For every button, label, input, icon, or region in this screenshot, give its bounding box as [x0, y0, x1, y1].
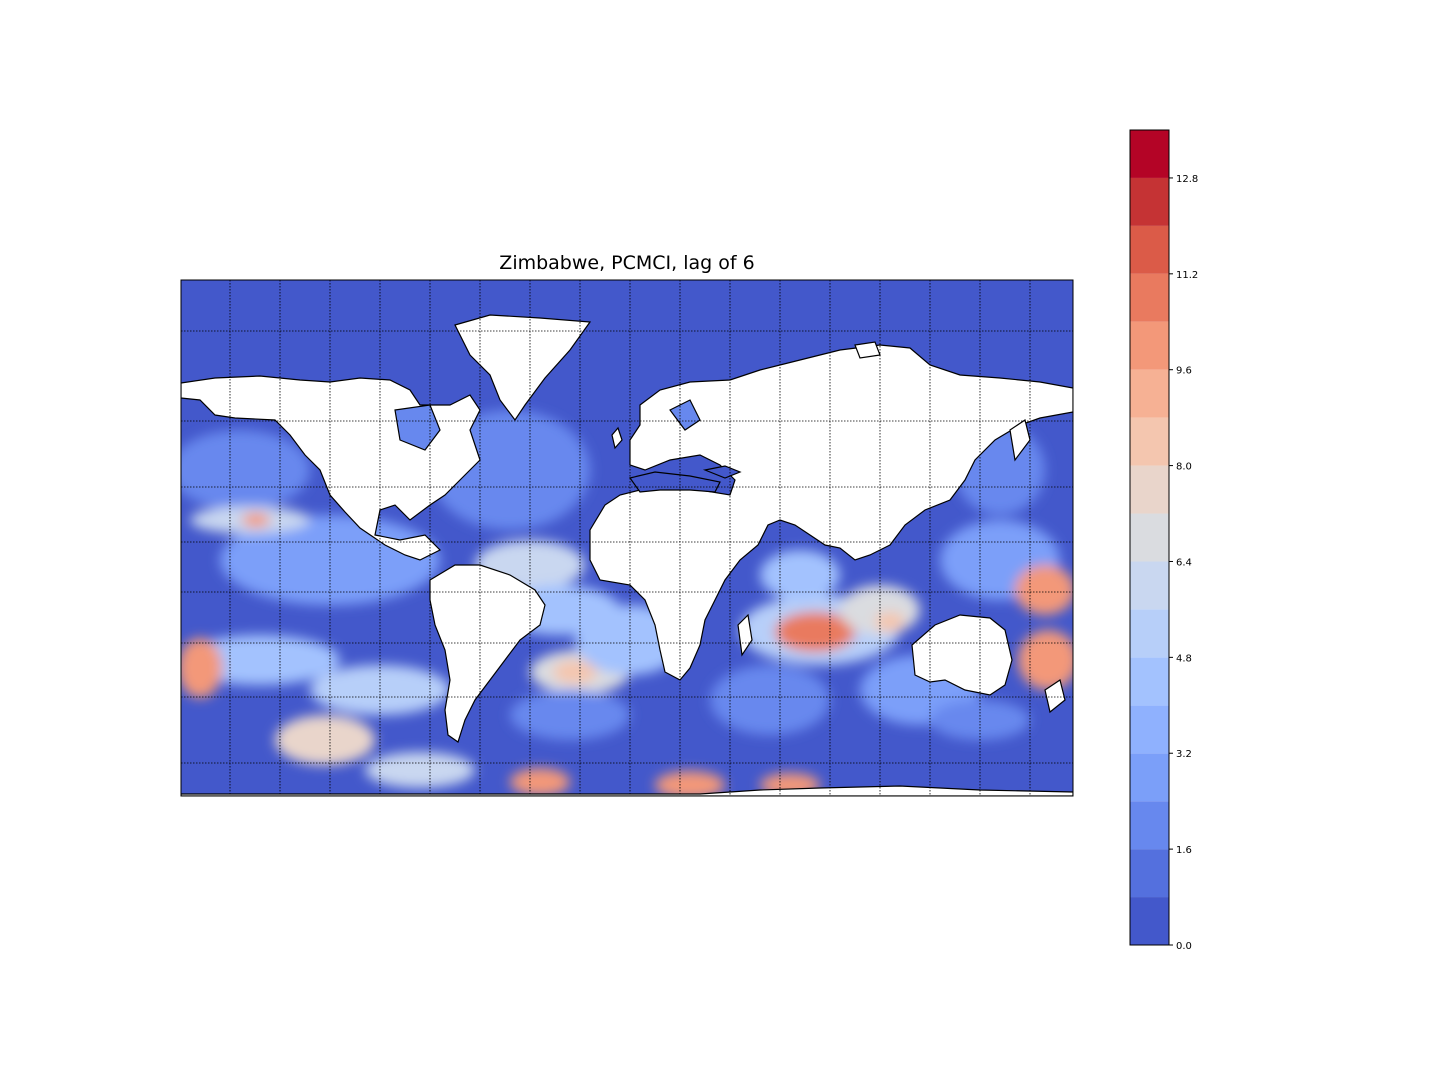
heat-region: [875, 612, 905, 632]
heat-region: [1018, 630, 1073, 690]
heatmap-field: [181, 410, 1073, 796]
heat-region: [930, 700, 1030, 740]
heat-region: [553, 660, 597, 684]
heat-region: [710, 665, 830, 735]
heat-region: [1015, 565, 1073, 615]
colorbar-segment: [1130, 753, 1169, 802]
colorbar-segment: [1130, 465, 1169, 514]
colorbar-segment: [1130, 321, 1169, 370]
heat-region: [181, 638, 222, 698]
heat-region: [275, 715, 375, 765]
caspian-black-sea: [702, 465, 742, 479]
colorbar-segment: [1130, 130, 1169, 178]
heat-region: [365, 752, 475, 788]
colorbar-segment: [1130, 849, 1169, 898]
colorbar-segment: [1130, 705, 1169, 754]
colorbar-tick-label: 12.8: [1176, 174, 1198, 185]
colorbar-tick-label: 8.0: [1176, 462, 1192, 473]
colorbar-segment: [1130, 177, 1169, 226]
madagascar: [737, 613, 753, 657]
heat-region: [655, 771, 725, 796]
new-zealand: [1044, 679, 1066, 714]
colorbar-segment: [1130, 225, 1169, 274]
greenland: [454, 314, 592, 422]
colorbar-segment: [1130, 801, 1169, 850]
colorbar-frame: [1129, 129, 1170, 946]
heat-region: [510, 690, 630, 740]
colorbar-segment: [1130, 273, 1169, 322]
colorbar-segment: [1130, 609, 1169, 658]
colorbar-segment: [1130, 897, 1169, 945]
colorbar-ticks: 0.0 1.6 3.2 4.8 6.4 8.0 9.6 11.2 12.8: [1169, 174, 1198, 952]
antarctica: [181, 785, 1073, 796]
south-america: [429, 564, 546, 743]
colorbar: [1130, 130, 1169, 945]
colorbar-tick-label: 11.2: [1176, 270, 1198, 281]
colorbar-segment: [1130, 657, 1169, 706]
heat-region: [242, 513, 270, 527]
map-meridians: [229, 280, 1031, 796]
heat-region: [310, 665, 450, 715]
hudson-bay: [394, 404, 441, 451]
svalbard: [854, 341, 881, 359]
heat-region: [775, 612, 855, 652]
colorbar-segment: [1130, 417, 1169, 466]
heat-region: [181, 430, 310, 510]
land-masses: [181, 314, 1073, 796]
colorbar-segment: [1130, 561, 1169, 610]
colorbar-segment: [1130, 369, 1169, 418]
britain: [611, 426, 623, 450]
colorbar-tick-label: 9.6: [1176, 366, 1192, 377]
scandinavia-sea: [669, 399, 701, 431]
heat-region: [510, 768, 570, 796]
heat-region: [760, 550, 840, 600]
map-frame: [180, 279, 1074, 797]
colorbar-tick-label: 0.0: [1176, 941, 1192, 952]
map-title: Zimbabwe, PCMCI, lag of 6: [499, 252, 755, 274]
colorbar-tick-label: 3.2: [1176, 749, 1192, 760]
colorbar-segment: [1130, 513, 1169, 562]
colorbar-tick-label: 4.8: [1176, 653, 1192, 664]
colorbar-tick-label: 1.6: [1176, 845, 1192, 856]
colorbar-tick-label: 6.4: [1176, 557, 1192, 568]
map-plot-area: [181, 280, 1073, 796]
